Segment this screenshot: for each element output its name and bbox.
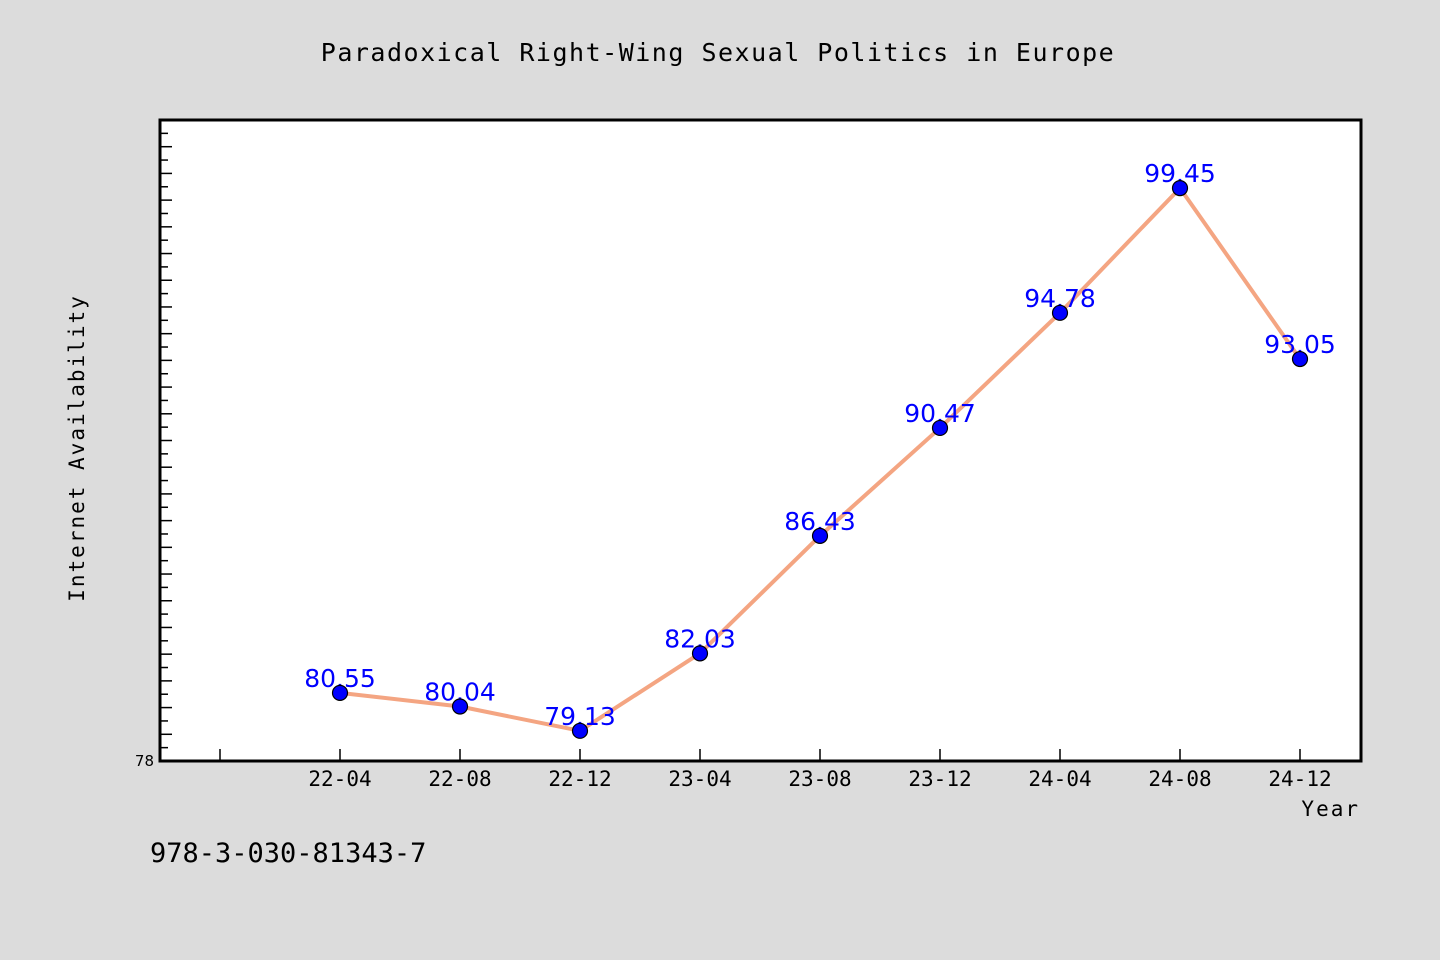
x-tick-label: 24-12	[1268, 767, 1331, 791]
data-point	[331, 684, 349, 701]
data-point	[1171, 180, 1189, 197]
data-point	[1291, 350, 1309, 368]
series-layer: 80.55 80.0479.1382.0386.4390.4794.7899.45…	[304, 159, 1336, 739]
data-point	[571, 722, 589, 739]
y-tick-label: 78	[135, 752, 154, 770]
data-point	[811, 527, 829, 544]
y-axis-ticks: 78	[135, 132, 172, 770]
x-tick-label: 22-08	[428, 767, 491, 791]
data-point	[451, 698, 469, 715]
x-axis-label: Year	[1301, 797, 1360, 821]
data-point	[931, 419, 949, 437]
y-axis-label: Internet Availability	[65, 294, 89, 602]
x-tick-label: 24-04	[1028, 767, 1091, 791]
x-tick-label: 22-12	[548, 767, 611, 791]
data-point	[1051, 304, 1069, 321]
data-point	[691, 645, 709, 662]
x-axis-ticks: 22-04 22-08 22-12 23-04 23-08 23-12 24-04 24-08…	[219, 749, 1332, 791]
chart-title: Paradoxical Right-Wing Sexual Politics i…	[321, 38, 1115, 67]
x-tick-label: 23-08	[788, 767, 851, 791]
x-tick-label: 22-04	[308, 767, 371, 791]
isbn-text: 978-3-030-81343-7	[150, 838, 426, 869]
x-tick-label: 23-12	[908, 767, 971, 791]
plot-area	[158, 118, 1363, 763]
x-tick-label: 23-04	[668, 767, 731, 791]
x-tick-label: 24-08	[1148, 767, 1211, 791]
